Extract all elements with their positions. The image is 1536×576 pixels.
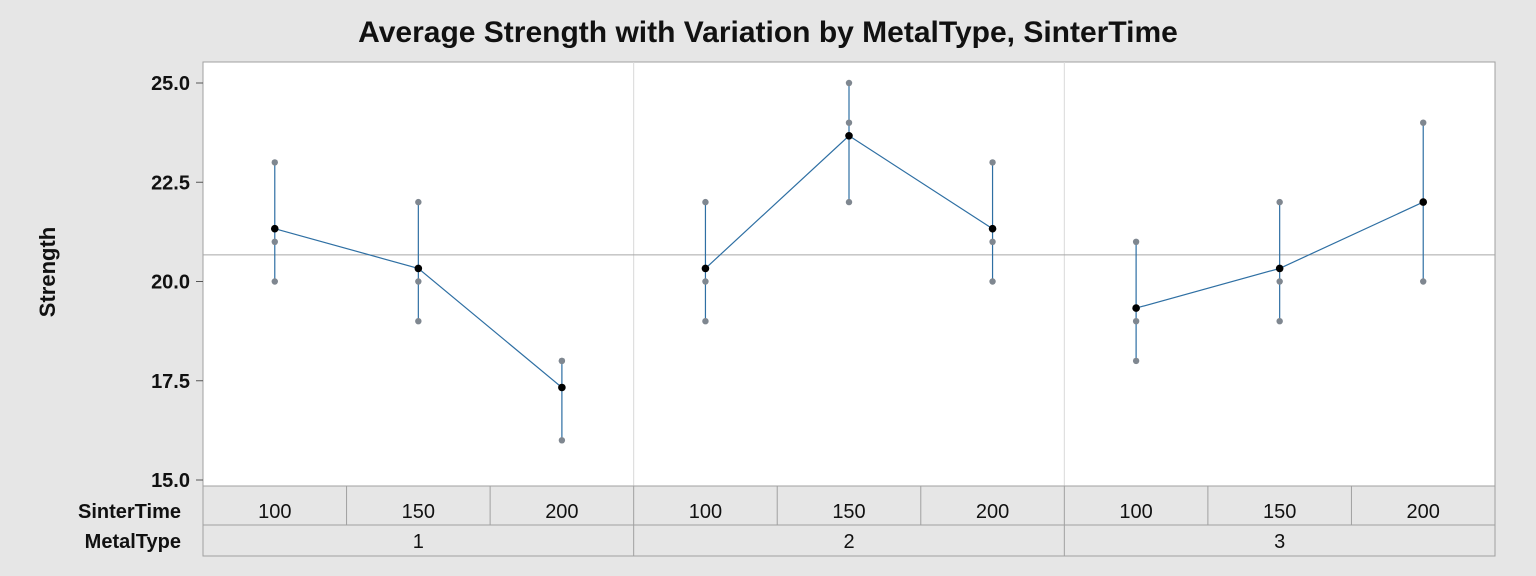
sintertime-label: 150 — [832, 501, 865, 523]
mean-point — [414, 264, 423, 273]
y-tick-label: 25.0 — [151, 73, 190, 95]
sintertime-row-label: SinterTime — [78, 501, 181, 523]
data-point — [845, 79, 853, 87]
data-point — [1132, 357, 1140, 365]
sintertime-label: 100 — [1119, 501, 1152, 523]
data-point — [1420, 278, 1427, 285]
data-point — [271, 238, 278, 245]
data-point — [415, 318, 422, 325]
sintertime-label: 100 — [689, 501, 722, 523]
factor-table: SinterTime MetalType 100 150 200 1 100 150 200… — [78, 485, 1496, 557]
data-point — [845, 198, 853, 206]
y-tick-label: 20.0 — [151, 272, 190, 294]
mean-point — [988, 224, 997, 233]
y-axis-label: Strength — [35, 227, 60, 317]
metaltype-row-label: MetalType — [85, 531, 181, 553]
metaltype-label: 1 — [413, 531, 424, 553]
panel-dividers — [633, 62, 1065, 486]
sintertime-label: 200 — [976, 501, 1009, 523]
data-point — [1276, 198, 1283, 206]
data-point — [271, 159, 278, 166]
data-point — [702, 278, 709, 285]
chart-title: Average Strength with Variation by Metal… — [358, 16, 1178, 49]
data-point — [558, 437, 566, 444]
data-point — [415, 198, 422, 206]
metaltype-label: 3 — [1274, 531, 1285, 553]
data-point — [989, 159, 996, 166]
data-point — [1276, 278, 1283, 285]
data-point — [1132, 238, 1140, 245]
data-point — [558, 357, 566, 365]
mean-point — [558, 383, 566, 392]
y-axis: 15.0 17.5 20.0 22.5 25.0 — [151, 73, 203, 492]
mean-point — [1275, 264, 1284, 273]
sintertime-label: 200 — [545, 501, 578, 523]
data-point — [1132, 318, 1140, 325]
y-tick-label: 15.0 — [151, 470, 190, 492]
data-point — [702, 318, 709, 325]
sintertime-label: 200 — [1407, 501, 1440, 523]
y-tick-label: 22.5 — [151, 172, 190, 194]
data-point — [989, 238, 996, 245]
factor-table-frame — [202, 485, 1496, 557]
sintertime-label: 150 — [402, 501, 435, 523]
mean-point — [1419, 198, 1428, 206]
sintertime-label: 150 — [1263, 501, 1296, 523]
data-point — [415, 278, 422, 285]
mean-point — [701, 264, 710, 273]
data-point — [845, 119, 853, 126]
mean-point — [1132, 304, 1140, 312]
mean-point — [270, 224, 279, 233]
data-point — [702, 198, 709, 206]
data-point — [1420, 119, 1427, 126]
data-point — [989, 278, 996, 285]
sintertime-label: 100 — [258, 501, 291, 523]
data-point — [271, 278, 278, 285]
data-point — [1276, 318, 1283, 325]
metaltype-label: 2 — [843, 531, 854, 553]
mean-point — [845, 132, 853, 140]
data-marks — [270, 79, 1428, 444]
y-tick-label: 17.5 — [151, 371, 190, 393]
